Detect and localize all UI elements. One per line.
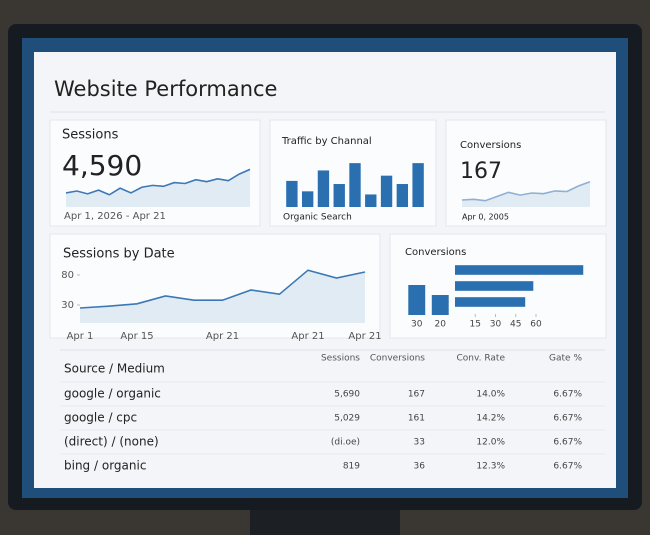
kpi-range: Apr 1, 2026 - Apr 21 <box>64 211 166 222</box>
bar <box>380 175 393 207</box>
table-cell: 12.3% <box>476 462 505 472</box>
table-cell: 14.0% <box>476 390 505 400</box>
kpi-label: Conversions <box>460 140 521 151</box>
table-header: Source / Medium <box>64 362 165 376</box>
bar <box>455 265 584 275</box>
x-tick-label: 60 <box>530 320 542 330</box>
x-tick-label: Apr 21 <box>206 331 239 342</box>
bar <box>301 191 314 207</box>
y-tick-label: 80 <box>61 270 74 281</box>
table-cell: google / organic <box>64 387 161 401</box>
x-tick-label: Apr 21 <box>348 331 381 342</box>
x-tick-label: 20 <box>435 320 447 330</box>
table-cell: 36 <box>414 462 426 472</box>
x-tick-label: 15 <box>470 320 481 330</box>
table-cell: 14.2% <box>476 414 505 424</box>
x-tick-label: Apr 15 <box>120 331 153 342</box>
dashboard-title: Website Performance <box>54 77 277 101</box>
area <box>66 169 250 207</box>
table-cell: 6.67% <box>553 390 582 400</box>
area <box>80 270 365 323</box>
table-cell: 5,029 <box>334 414 360 424</box>
kpi-label: Sessions <box>62 128 119 143</box>
table-cell: 161 <box>408 414 425 424</box>
table-cell: 6.67% <box>553 438 582 448</box>
table-cell: 819 <box>343 462 360 472</box>
kpi-range: Apr 0, 2005 <box>462 213 509 222</box>
bar <box>349 163 361 207</box>
x-tick-label: Apr 21 <box>291 331 324 342</box>
bar <box>408 285 426 315</box>
line <box>65 168 251 196</box>
table-cell: 33 <box>414 438 425 448</box>
table-cell: 6.67% <box>553 414 582 424</box>
bar <box>286 180 298 207</box>
chart-title: Conversions <box>405 247 466 258</box>
chart-title: Sessions by Date <box>63 247 175 262</box>
kpi-value: 167 <box>460 159 502 184</box>
kpi-value: 4,590 <box>62 149 142 182</box>
bar <box>365 194 377 207</box>
x-tick-label: 45 <box>510 320 521 330</box>
table-cell: (di.oe) <box>331 438 360 448</box>
card <box>49 119 261 227</box>
bar <box>412 163 424 207</box>
bar <box>431 295 449 315</box>
table-cell: 6.67% <box>553 462 582 472</box>
table-header: Gate % <box>549 354 582 364</box>
x-tick-label: 30 <box>411 320 423 330</box>
table-cell: (direct) / (none) <box>64 435 159 449</box>
bar <box>455 281 534 291</box>
table-header: Conversions <box>370 354 425 364</box>
line <box>461 181 591 202</box>
table-header: Sessions <box>321 354 360 364</box>
bar <box>396 184 409 207</box>
x-tick-label: Apr 1 <box>67 331 94 342</box>
table-cell: 12.0% <box>476 438 505 448</box>
y-tick-label: 30 <box>61 300 74 311</box>
x-tick-label: 30 <box>490 320 502 330</box>
axis-label: Organic Search <box>283 213 352 223</box>
bar <box>333 184 345 207</box>
chart-title: Traffic by Channal <box>281 136 372 147</box>
table-header: Conv. Rate <box>457 354 506 364</box>
table-cell: bing / organic <box>64 459 146 473</box>
bar <box>317 170 330 207</box>
line <box>79 269 366 309</box>
table-cell: 5,690 <box>334 390 360 400</box>
bar <box>455 297 526 307</box>
table-cell: 167 <box>408 390 425 400</box>
table-cell: google / cpc <box>64 411 137 425</box>
card <box>445 119 607 227</box>
